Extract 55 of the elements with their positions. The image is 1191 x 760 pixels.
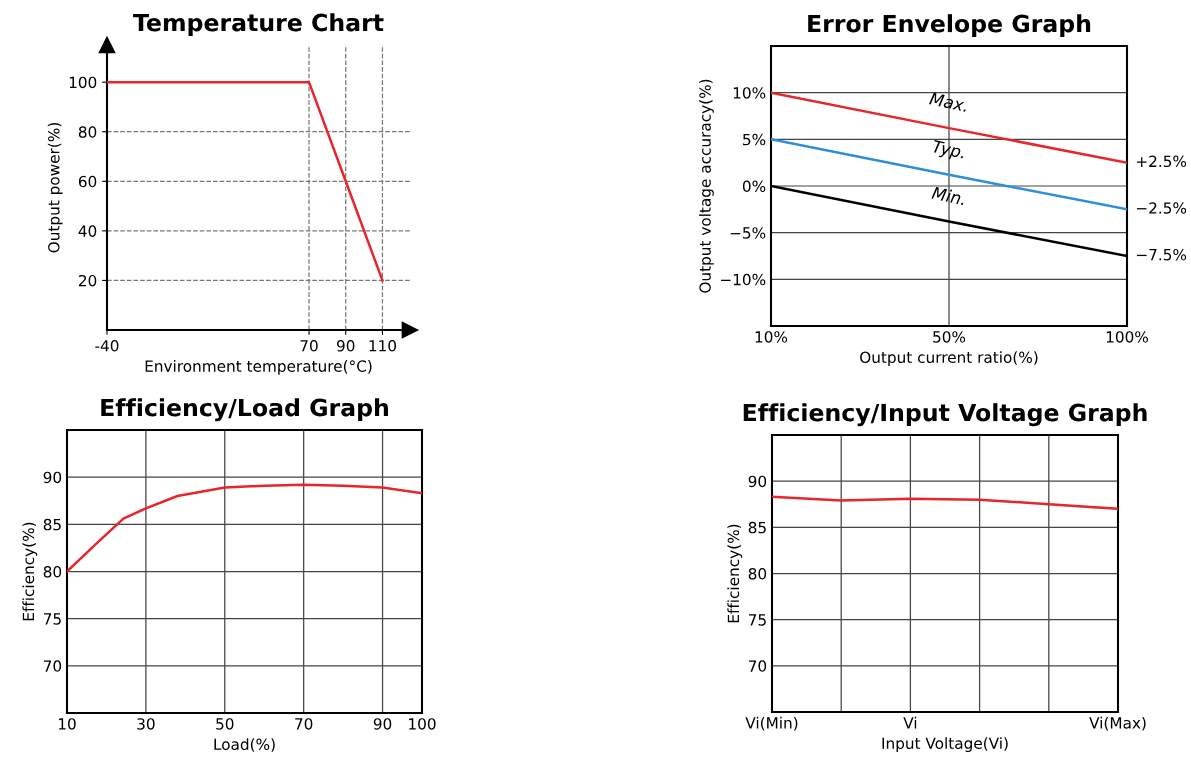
y-tick-label: 80 <box>78 126 97 138</box>
text: Max. <box>928 92 968 113</box>
y-tick-label: 90 <box>748 475 767 488</box>
y-tick-label: 90 <box>43 471 62 484</box>
y-tick-label: 10% <box>733 87 766 99</box>
y-tick-label: 100 <box>69 76 97 89</box>
y-tick-label: 70 <box>43 660 62 672</box>
y-axis-title: Output voltage accuracy(%) <box>699 79 714 293</box>
x-tick-label: Vi(Max) <box>1089 716 1146 731</box>
text: Typ. <box>931 140 966 162</box>
x-tick-label: Vi(Min) <box>745 716 798 731</box>
y-tick-label: 5% <box>743 133 766 146</box>
annotation: +2.5% <box>1136 155 1187 168</box>
x-tick-label: 50 <box>216 718 234 730</box>
x-tick-label: 50% <box>933 331 966 343</box>
x-tick-label: 30 <box>137 718 155 730</box>
y-tick-label: 80 <box>43 565 62 578</box>
y-tick-label: 85 <box>748 521 766 534</box>
y-tick-label: 0% <box>742 180 766 193</box>
y-tick-label: 40 <box>78 225 97 237</box>
chart-title: Efficiency/Input Voltage Graph <box>743 403 1147 427</box>
y-tick-label: −5% <box>730 227 766 239</box>
x-tick-label: 10 <box>58 718 76 730</box>
x-axis-title: Environment temperature(°C) <box>145 360 372 375</box>
y-tick-label: 20 <box>78 274 97 287</box>
chart-title: Efficiency/Load Graph <box>101 398 388 422</box>
x-tick-label: 70 <box>295 718 313 730</box>
chart-title: Temperature Chart <box>133 13 384 37</box>
x-axis-title: Output current ratio(%) <box>860 351 1038 366</box>
x-axis-title: Load(%) <box>214 738 275 752</box>
chart-title: Error Envelope Graph <box>808 14 1091 38</box>
y-tick-label: 80 <box>748 567 767 580</box>
y-axis-title: Efficiency(%) <box>22 522 38 621</box>
x-tick-label: 110 <box>369 339 397 352</box>
x-tick-label: -40 <box>95 339 119 352</box>
x-tick-label: 90 <box>373 718 392 730</box>
y-tick-label: −10% <box>721 273 766 286</box>
x-tick-label: 100% <box>1106 331 1148 343</box>
line-series <box>772 495 1118 511</box>
text: Min. <box>931 186 966 206</box>
x-tick-label: 90 <box>336 339 355 352</box>
y-tick-label: 75 <box>43 613 61 625</box>
annotation: −7.5% <box>1136 248 1187 261</box>
y-axis-title: Output power(%) <box>47 123 63 253</box>
y-tick-label: 70 <box>748 660 767 672</box>
y-tick-label: 75 <box>748 614 766 626</box>
y-tick-label: 85 <box>43 518 61 531</box>
x-tick-label: 70 <box>300 339 318 352</box>
x-tick-label: 100 <box>409 718 436 730</box>
x-tick-label: Vi <box>903 716 917 729</box>
line-series <box>67 483 422 573</box>
y-axis-title: Efficiency(%) <box>727 524 743 623</box>
annotation: −2.5% <box>1136 202 1187 214</box>
y-tick-label: 60 <box>78 175 97 188</box>
x-axis-title: Input Voltage(Vi) <box>882 737 1008 752</box>
